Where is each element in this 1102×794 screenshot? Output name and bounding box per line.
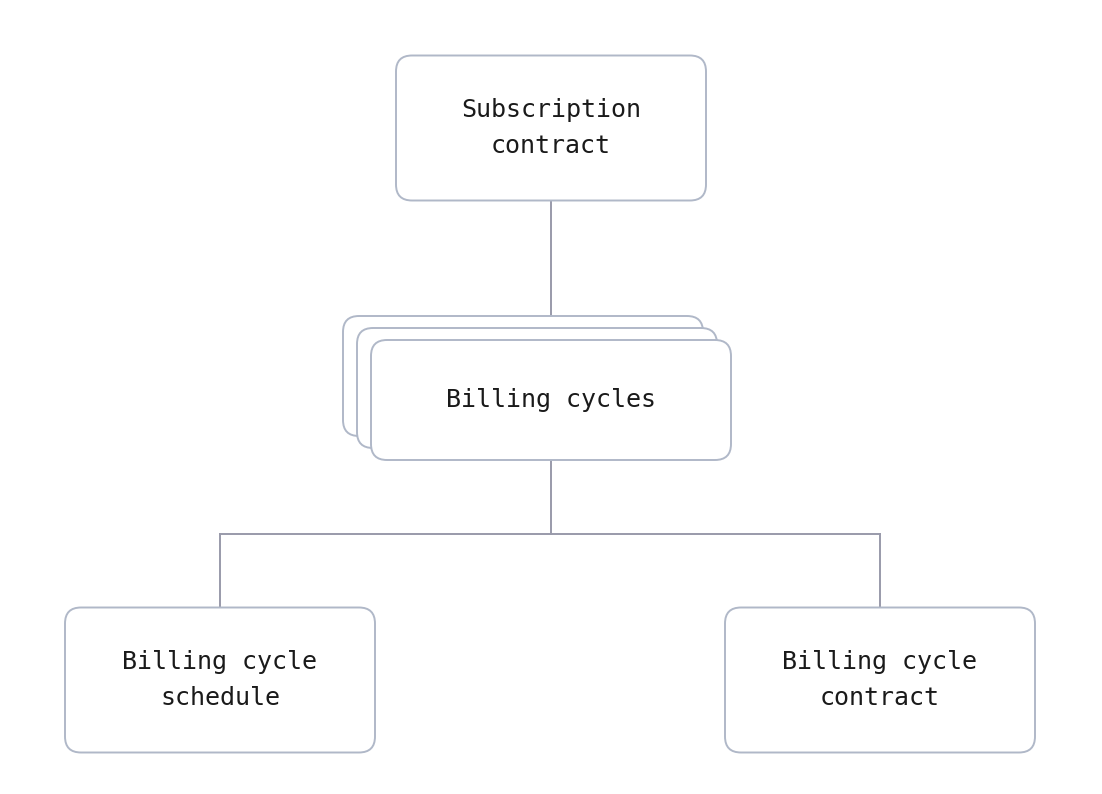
FancyBboxPatch shape (396, 56, 706, 201)
FancyBboxPatch shape (65, 607, 375, 753)
FancyBboxPatch shape (357, 328, 717, 448)
Text: Billing cycles: Billing cycles (446, 388, 656, 412)
Text: Billing cycle
contract: Billing cycle contract (782, 650, 977, 710)
Text: Subscription
contract: Subscription contract (461, 98, 641, 158)
Text: Billing cycle
schedule: Billing cycle schedule (122, 650, 317, 710)
FancyBboxPatch shape (725, 607, 1035, 753)
FancyBboxPatch shape (371, 340, 731, 460)
FancyBboxPatch shape (343, 316, 703, 436)
